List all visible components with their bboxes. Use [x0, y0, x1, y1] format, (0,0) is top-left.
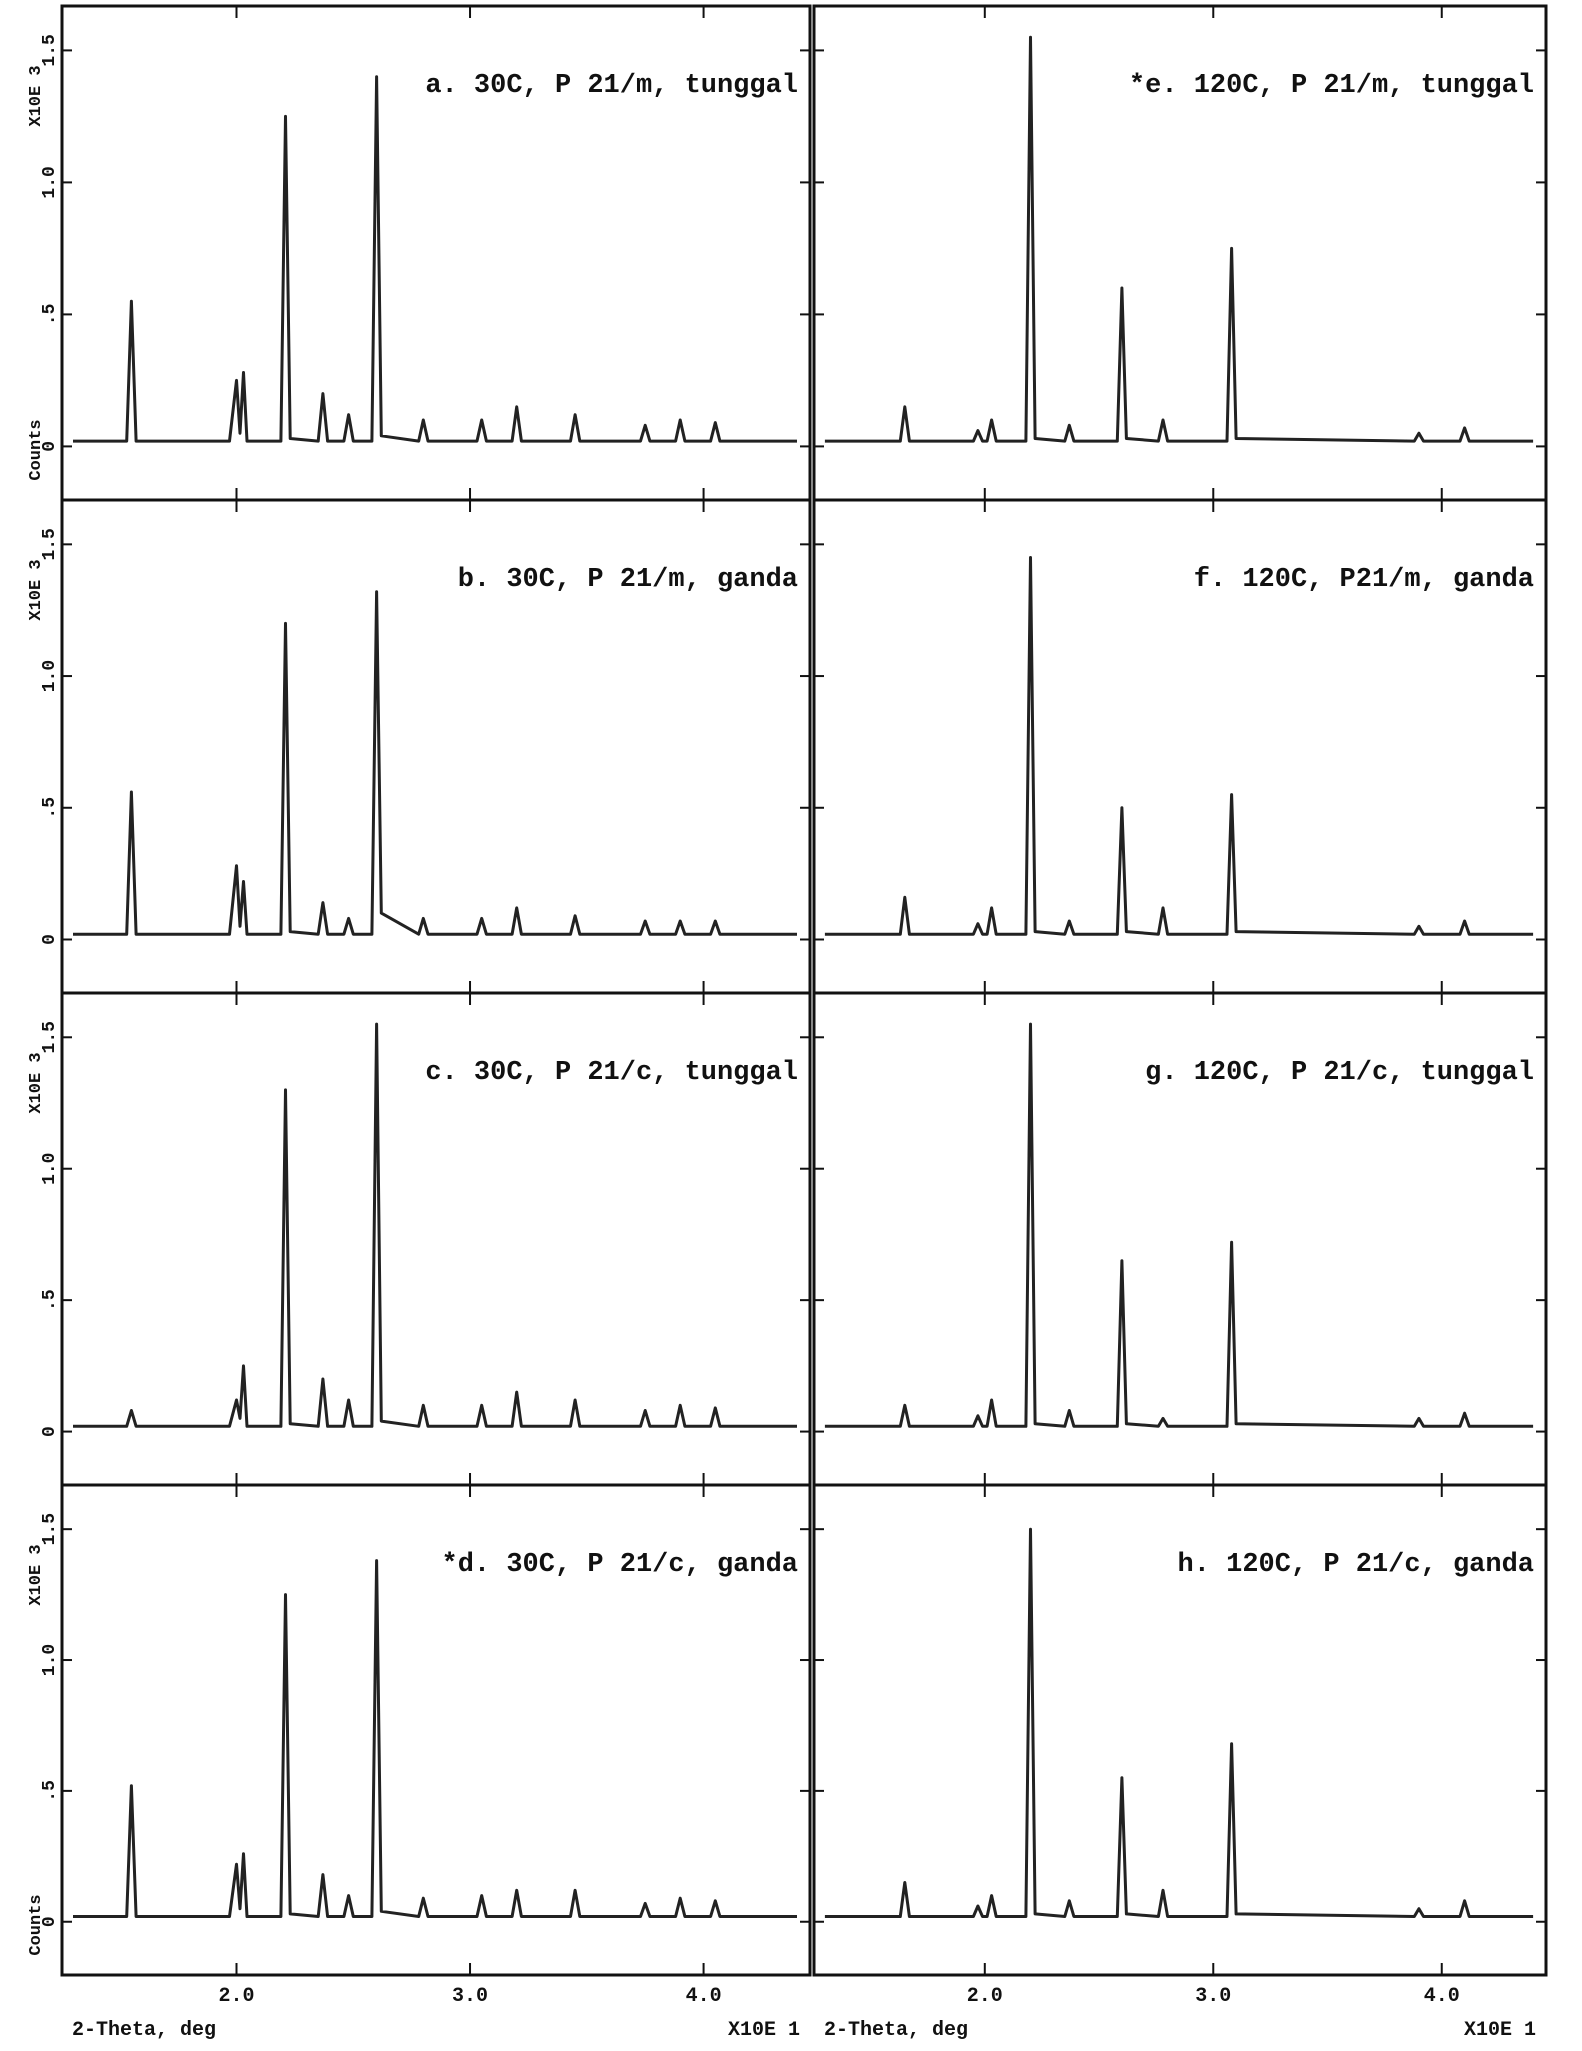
x-tick-label: 3.0 — [1195, 1985, 1231, 2008]
y-tick-label: 1.0 — [40, 166, 60, 198]
y-tick-label: .5 — [40, 1780, 60, 1802]
pattern-line — [73, 1022, 797, 1428]
pattern-line — [73, 1559, 797, 1918]
y-tick-label: 1.0 — [40, 1644, 60, 1676]
y-tick-label: .5 — [40, 304, 60, 326]
x-tick-label: 2.0 — [967, 1985, 1003, 2008]
y-tick-label: 0 — [40, 441, 60, 452]
y-label: Counts — [27, 1894, 46, 1955]
panel-title: g. 120C, P 21/c, tunggal — [1145, 1058, 1534, 1088]
y-tick-label: .5 — [40, 797, 60, 819]
pattern-line — [824, 1022, 1534, 1428]
y-tick-label: 0 — [40, 934, 60, 945]
y-unit: X10E 3 — [27, 1052, 46, 1113]
y-tick-label: 1.5 — [40, 34, 60, 66]
y-unit: X10E 3 — [27, 65, 46, 126]
panel-title: c. 30C, P 21/c, tunggal — [425, 1058, 798, 1088]
y-tick-label: .5 — [40, 1289, 60, 1311]
y-tick-label: 1.5 — [40, 528, 60, 560]
y-unit: X10E 3 — [27, 559, 46, 620]
y-label: Counts — [27, 419, 46, 480]
x-label: 2-Theta, deg — [824, 2019, 968, 2042]
pattern-line — [824, 556, 1534, 936]
y-tick-label: 0 — [40, 1916, 60, 1927]
x-label: 2-Theta, deg — [72, 2019, 216, 2042]
panel-title: a. 30C, P 21/m, tunggal — [425, 71, 798, 101]
x-tick-label: 2.0 — [218, 1985, 254, 2008]
pattern-line — [824, 1527, 1534, 1918]
pattern-line — [73, 75, 797, 443]
y-tick-label: 1.5 — [40, 1021, 60, 1053]
x-tick-label: 3.0 — [452, 1985, 488, 2008]
panel-frame — [812, 1483, 1548, 1977]
panel-title: *d. 30C, P 21/c, ganda — [442, 1550, 798, 1580]
x-unit: X10E 1 — [1464, 2019, 1536, 2042]
y-tick-label: 1.5 — [40, 1513, 60, 1545]
y-tick-label: 0 — [40, 1426, 60, 1437]
pattern-line — [73, 590, 797, 936]
panel-title: h. 120C, P 21/c, ganda — [1178, 1550, 1534, 1580]
x-tick-label: 4.0 — [1424, 1985, 1460, 2008]
y-tick-label: 1.0 — [40, 660, 60, 692]
x-tick-label: 4.0 — [686, 1985, 722, 2008]
x-unit: X10E 1 — [728, 2019, 800, 2042]
y-tick-label: 1.0 — [40, 1153, 60, 1185]
pattern-line — [824, 35, 1534, 443]
panel-title: *e. 120C, P 21/m, tunggal — [1129, 71, 1534, 101]
panel-frame — [60, 1483, 812, 1977]
y-unit: X10E 3 — [27, 1544, 46, 1605]
panel-title: f. 120C, P21/m, ganda — [1194, 565, 1534, 595]
panel-title: b. 30C, P 21/m, ganda — [458, 565, 798, 595]
